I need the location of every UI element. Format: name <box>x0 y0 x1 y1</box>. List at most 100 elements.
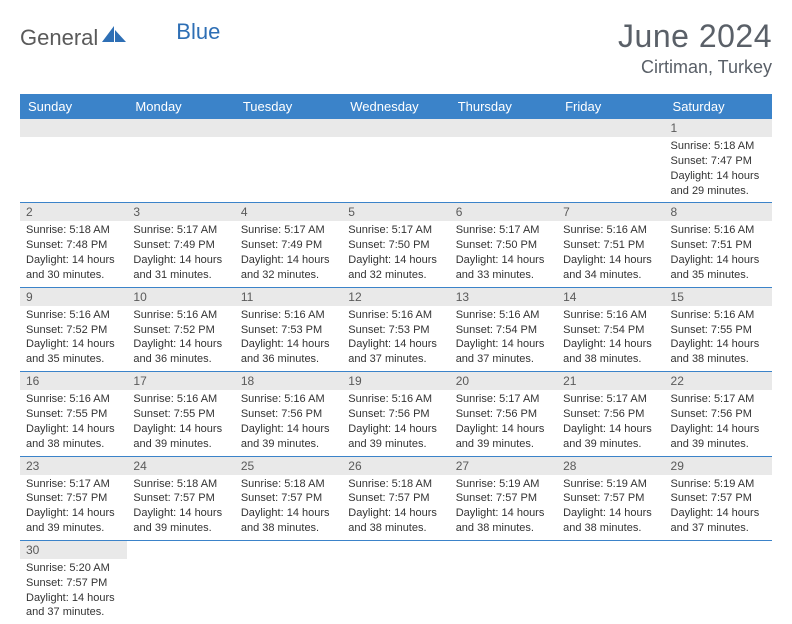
day-details: Sunrise: 5:16 AMSunset: 7:54 PMDaylight:… <box>557 306 664 371</box>
sunrise-line: Sunrise: 5:17 AM <box>671 392 766 407</box>
day-number: 6 <box>450 203 557 221</box>
day-details: Sunrise: 5:20 AMSunset: 7:57 PMDaylight:… <box>20 559 127 624</box>
sunset-line: Sunset: 7:57 PM <box>348 491 443 506</box>
daylight-line: Daylight: 14 hours and 38 minutes. <box>241 506 336 536</box>
day-details: Sunrise: 5:19 AMSunset: 7:57 PMDaylight:… <box>557 475 664 540</box>
day-number: 22 <box>665 372 772 390</box>
weekday-header: Sunday <box>20 94 127 119</box>
day-details: Sunrise: 5:17 AMSunset: 7:56 PMDaylight:… <box>665 390 772 455</box>
sunrise-line: Sunrise: 5:16 AM <box>671 308 766 323</box>
daylight-line: Daylight: 14 hours and 39 minutes. <box>456 422 551 452</box>
daylight-line: Daylight: 14 hours and 33 minutes. <box>456 253 551 283</box>
sunrise-line: Sunrise: 5:18 AM <box>348 477 443 492</box>
calendar-cell <box>342 540 449 624</box>
sunset-line: Sunset: 7:49 PM <box>241 238 336 253</box>
sunrise-line: Sunrise: 5:16 AM <box>133 392 228 407</box>
day-details: Sunrise: 5:16 AMSunset: 7:55 PMDaylight:… <box>20 390 127 455</box>
calendar-cell: 26Sunrise: 5:18 AMSunset: 7:57 PMDayligh… <box>342 456 449 540</box>
day-number-empty <box>235 119 342 137</box>
sunrise-line: Sunrise: 5:16 AM <box>563 223 658 238</box>
weekday-header: Wednesday <box>342 94 449 119</box>
day-number: 9 <box>20 288 127 306</box>
day-details: Sunrise: 5:19 AMSunset: 7:57 PMDaylight:… <box>665 475 772 540</box>
day-number: 17 <box>127 372 234 390</box>
day-details: Sunrise: 5:17 AMSunset: 7:56 PMDaylight:… <box>557 390 664 455</box>
sunrise-line: Sunrise: 5:16 AM <box>671 223 766 238</box>
calendar-cell <box>450 119 557 203</box>
sunrise-line: Sunrise: 5:17 AM <box>241 223 336 238</box>
sunrise-line: Sunrise: 5:16 AM <box>26 308 121 323</box>
calendar-cell: 14Sunrise: 5:16 AMSunset: 7:54 PMDayligh… <box>557 287 664 371</box>
daylight-line: Daylight: 14 hours and 36 minutes. <box>241 337 336 367</box>
calendar-cell <box>20 119 127 203</box>
sunrise-line: Sunrise: 5:16 AM <box>26 392 121 407</box>
calendar-cell <box>127 540 234 624</box>
sunrise-line: Sunrise: 5:17 AM <box>456 392 551 407</box>
day-details: Sunrise: 5:17 AMSunset: 7:50 PMDaylight:… <box>450 221 557 286</box>
sunset-line: Sunset: 7:56 PM <box>241 407 336 422</box>
weekday-header: Tuesday <box>235 94 342 119</box>
sunset-line: Sunset: 7:57 PM <box>456 491 551 506</box>
daylight-line: Daylight: 14 hours and 38 minutes. <box>456 506 551 536</box>
day-number: 3 <box>127 203 234 221</box>
calendar-cell <box>557 540 664 624</box>
calendar-cell: 1Sunrise: 5:18 AMSunset: 7:47 PMDaylight… <box>665 119 772 203</box>
day-details: Sunrise: 5:18 AMSunset: 7:57 PMDaylight:… <box>342 475 449 540</box>
calendar-week-row: 1Sunrise: 5:18 AMSunset: 7:47 PMDaylight… <box>20 119 772 203</box>
daylight-line: Daylight: 14 hours and 32 minutes. <box>241 253 336 283</box>
day-number: 14 <box>557 288 664 306</box>
calendar-cell: 20Sunrise: 5:17 AMSunset: 7:56 PMDayligh… <box>450 372 557 456</box>
day-details: Sunrise: 5:16 AMSunset: 7:53 PMDaylight:… <box>342 306 449 371</box>
calendar-cell <box>450 540 557 624</box>
sunrise-line: Sunrise: 5:16 AM <box>456 308 551 323</box>
day-number: 7 <box>557 203 664 221</box>
sunset-line: Sunset: 7:48 PM <box>26 238 121 253</box>
calendar-cell <box>557 119 664 203</box>
calendar-cell: 7Sunrise: 5:16 AMSunset: 7:51 PMDaylight… <box>557 203 664 287</box>
sunrise-line: Sunrise: 5:20 AM <box>26 561 121 576</box>
day-number: 15 <box>665 288 772 306</box>
sunset-line: Sunset: 7:57 PM <box>26 491 121 506</box>
day-details: Sunrise: 5:16 AMSunset: 7:51 PMDaylight:… <box>557 221 664 286</box>
daylight-line: Daylight: 14 hours and 38 minutes. <box>671 337 766 367</box>
sunset-line: Sunset: 7:55 PM <box>26 407 121 422</box>
sunset-line: Sunset: 7:51 PM <box>671 238 766 253</box>
day-number: 13 <box>450 288 557 306</box>
sunrise-line: Sunrise: 5:16 AM <box>241 392 336 407</box>
sunrise-line: Sunrise: 5:19 AM <box>456 477 551 492</box>
day-number: 11 <box>235 288 342 306</box>
day-details: Sunrise: 5:17 AMSunset: 7:50 PMDaylight:… <box>342 221 449 286</box>
daylight-line: Daylight: 14 hours and 39 minutes. <box>241 422 336 452</box>
logo-text-blue: Blue <box>176 19 220 45</box>
day-details: Sunrise: 5:18 AMSunset: 7:47 PMDaylight:… <box>665 137 772 202</box>
weekday-header: Friday <box>557 94 664 119</box>
day-details: Sunrise: 5:17 AMSunset: 7:57 PMDaylight:… <box>20 475 127 540</box>
day-number: 2 <box>20 203 127 221</box>
daylight-line: Daylight: 14 hours and 38 minutes. <box>563 506 658 536</box>
calendar-cell: 5Sunrise: 5:17 AMSunset: 7:50 PMDaylight… <box>342 203 449 287</box>
daylight-line: Daylight: 14 hours and 37 minutes. <box>456 337 551 367</box>
sunset-line: Sunset: 7:56 PM <box>348 407 443 422</box>
calendar-cell: 17Sunrise: 5:16 AMSunset: 7:55 PMDayligh… <box>127 372 234 456</box>
day-details: Sunrise: 5:18 AMSunset: 7:57 PMDaylight:… <box>235 475 342 540</box>
daylight-line: Daylight: 14 hours and 31 minutes. <box>133 253 228 283</box>
daylight-line: Daylight: 14 hours and 39 minutes. <box>348 422 443 452</box>
sunset-line: Sunset: 7:53 PM <box>348 323 443 338</box>
sunset-line: Sunset: 7:57 PM <box>133 491 228 506</box>
sunset-line: Sunset: 7:50 PM <box>348 238 443 253</box>
sunrise-line: Sunrise: 5:18 AM <box>671 139 766 154</box>
sunset-line: Sunset: 7:57 PM <box>563 491 658 506</box>
calendar-cell: 22Sunrise: 5:17 AMSunset: 7:56 PMDayligh… <box>665 372 772 456</box>
day-number: 21 <box>557 372 664 390</box>
daylight-line: Daylight: 14 hours and 39 minutes. <box>26 506 121 536</box>
sunset-line: Sunset: 7:56 PM <box>456 407 551 422</box>
sunrise-line: Sunrise: 5:18 AM <box>133 477 228 492</box>
day-number: 16 <box>20 372 127 390</box>
sunrise-line: Sunrise: 5:16 AM <box>348 392 443 407</box>
daylight-line: Daylight: 14 hours and 37 minutes. <box>348 337 443 367</box>
calendar-cell: 21Sunrise: 5:17 AMSunset: 7:56 PMDayligh… <box>557 372 664 456</box>
daylight-line: Daylight: 14 hours and 39 minutes. <box>133 422 228 452</box>
day-number-empty <box>450 119 557 137</box>
calendar-week-row: 2Sunrise: 5:18 AMSunset: 7:48 PMDaylight… <box>20 203 772 287</box>
day-details: Sunrise: 5:16 AMSunset: 7:56 PMDaylight:… <box>235 390 342 455</box>
